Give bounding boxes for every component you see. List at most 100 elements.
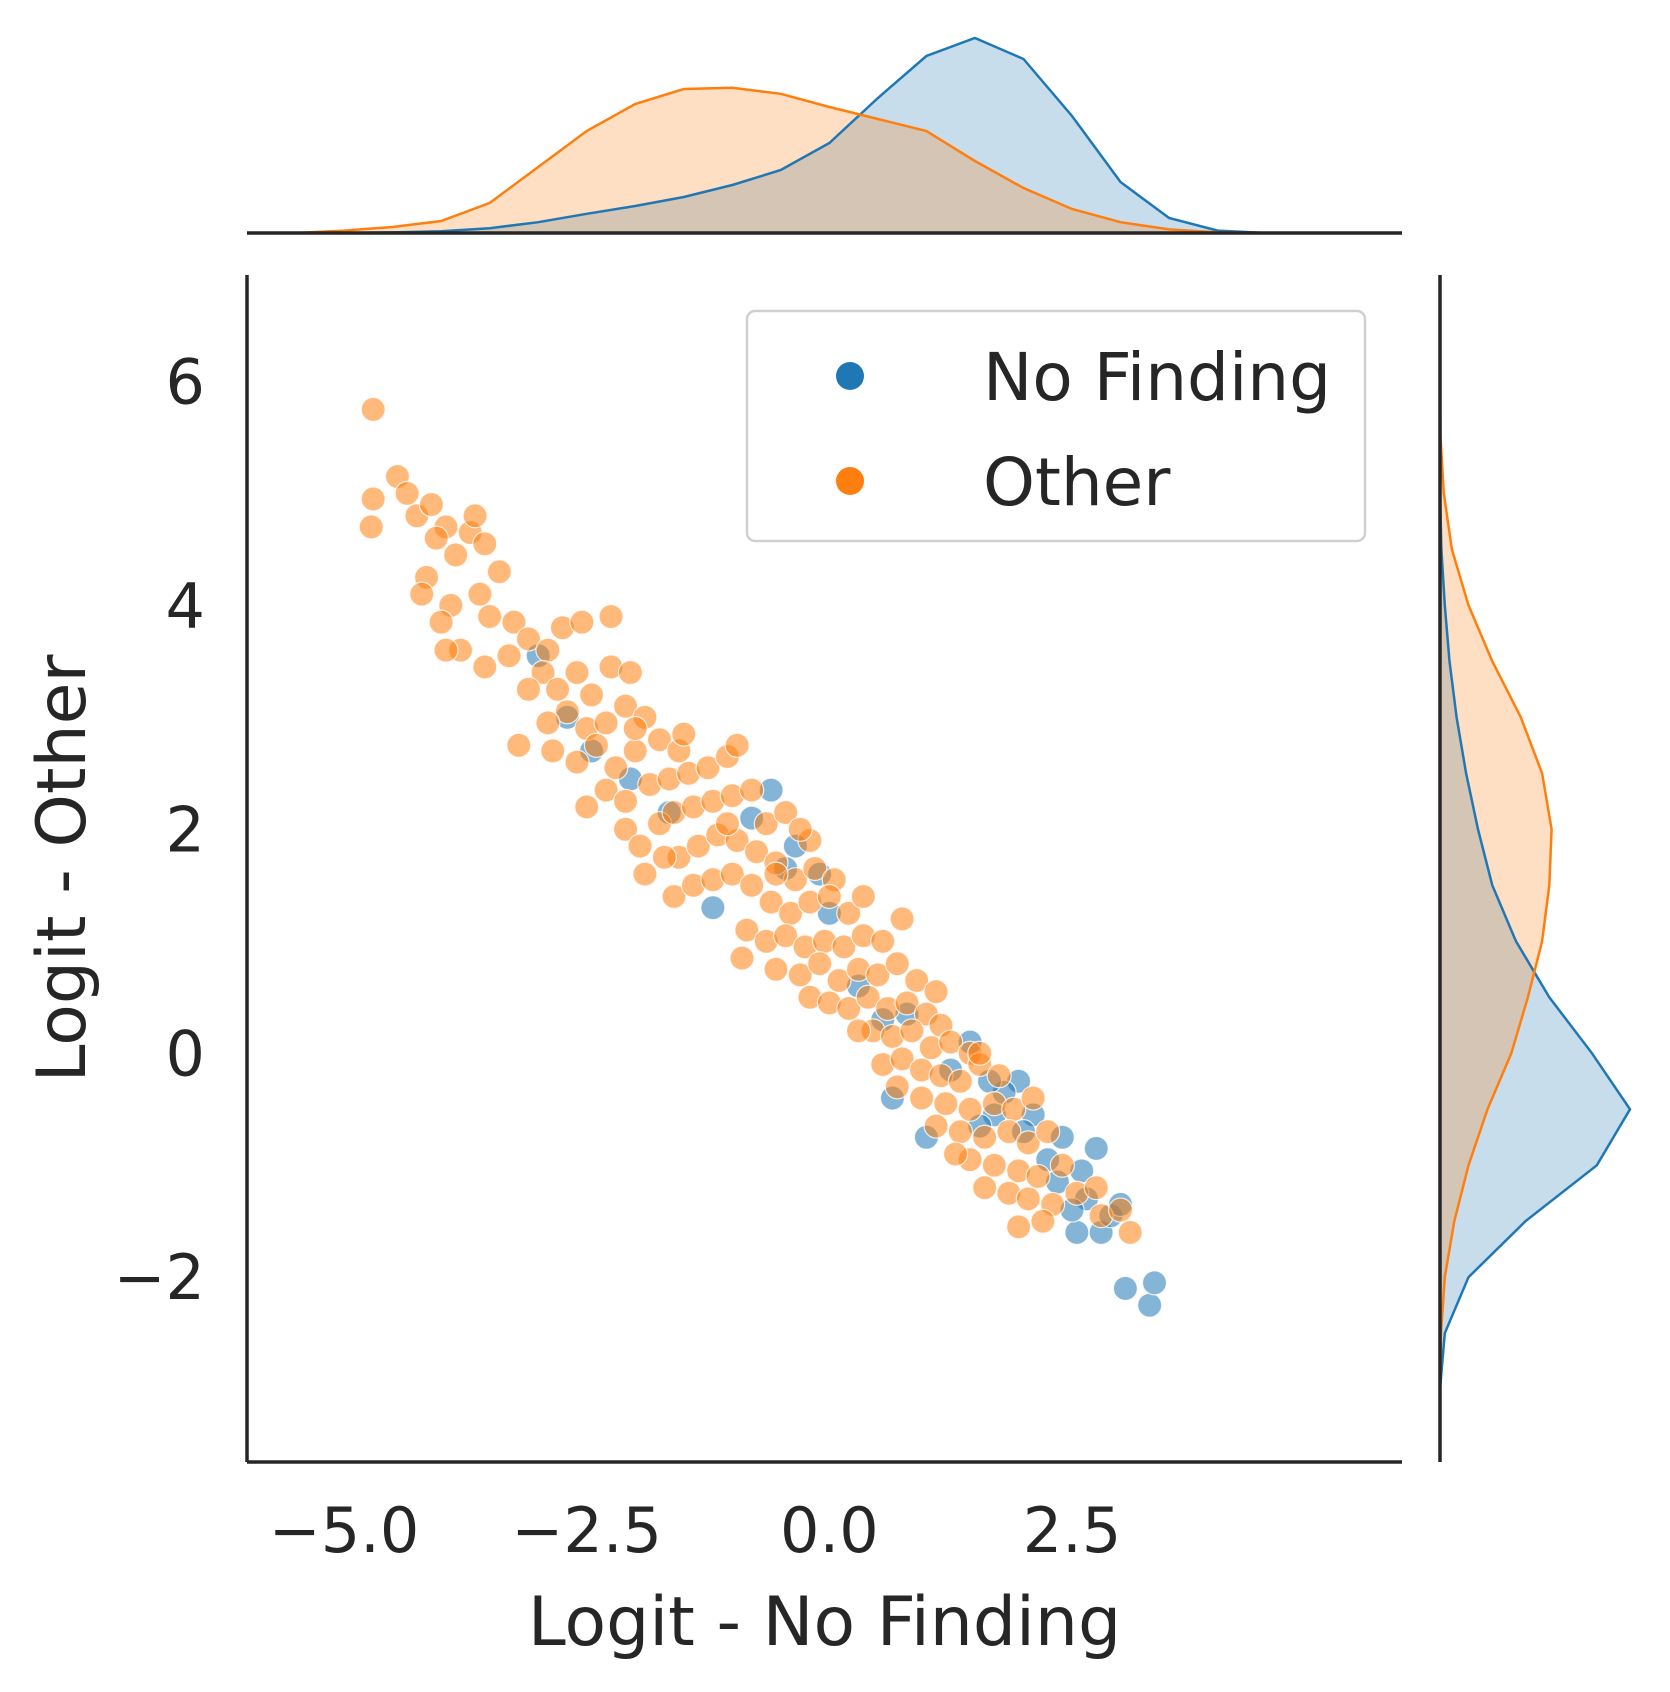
scatter-point: [564, 749, 590, 775]
y-tick-label: 2: [166, 793, 205, 866]
main-axes: −5.0 −2.5 0.0 2.5 −2 0 2 4 6: [114, 275, 1402, 1567]
scatter-point: [729, 945, 755, 971]
scatter-point: [1015, 1130, 1041, 1156]
scatter-point: [855, 984, 881, 1010]
scatter-point: [661, 883, 687, 910]
scatter-point: [850, 883, 876, 910]
scatter-point: [816, 883, 842, 910]
legend-marker: [836, 362, 864, 390]
scatter-point: [569, 609, 595, 635]
x-tick-label: 2.5: [1023, 1494, 1122, 1567]
scatter-point: [535, 637, 561, 663]
scatter-point: [787, 962, 813, 988]
top-marginal-kde: [247, 36, 1402, 235]
kde-fill-other-y: [1440, 381, 1552, 1390]
scatter-point: [1006, 1214, 1032, 1240]
scatter-point: [540, 738, 566, 764]
scatter-point: [753, 811, 779, 837]
scatter-point: [1049, 1152, 1075, 1178]
scatter-point: [358, 514, 384, 540]
scatter-point: [477, 603, 503, 630]
kde-line-other-y: [1438, 381, 1553, 1390]
scatter-point: [923, 1113, 949, 1139]
scatter-point: [923, 979, 949, 1005]
scatter-point: [622, 738, 648, 764]
scatter-point: [972, 1124, 998, 1150]
scatter-point: [418, 491, 445, 518]
scatter-point: [433, 637, 459, 663]
kde-line-no-finding-x: [295, 36, 1267, 235]
y-axis-label: Logit - Other: [23, 655, 102, 1083]
scatter-point: [787, 816, 813, 842]
legend-label: Other: [983, 444, 1171, 521]
scatter-point: [593, 777, 619, 803]
scatter-point: [612, 693, 639, 719]
scatter-point: [884, 1074, 910, 1100]
scatter-point: [1020, 1085, 1046, 1111]
scatter-point: [428, 609, 454, 635]
scatter-point: [889, 1046, 915, 1072]
scatter-point: [360, 396, 386, 422]
x-tick-label: 0.0: [780, 1494, 879, 1567]
scatter-point: [1107, 1197, 1134, 1223]
kde-fill-no-finding-x: [295, 38, 1267, 233]
scatter-point: [773, 799, 799, 826]
scatter-point: [947, 1068, 973, 1094]
kde-fill-no-finding-y: [1440, 381, 1630, 1390]
scatter-point: [1064, 1219, 1090, 1246]
scatter-point: [831, 934, 857, 960]
scatter-point: [506, 732, 532, 758]
scatter-point: [646, 727, 673, 753]
scatter-point: [947, 1119, 973, 1145]
scatter-point: [612, 816, 639, 842]
scatter-point: [612, 788, 639, 814]
y-tick-label: 6: [166, 345, 205, 418]
scatter-point: [865, 962, 891, 988]
scatter-point: [685, 833, 711, 859]
scatter-point: [603, 755, 629, 781]
scatter-point: [996, 1119, 1022, 1145]
scatter-point: [826, 967, 852, 994]
scatter-point: [617, 659, 643, 686]
axis-labels: Logit - No Finding Logit - Other: [23, 655, 1121, 1662]
scatter-point: [1083, 1135, 1109, 1162]
scatter-point: [501, 609, 527, 635]
scatter-point: [1141, 1270, 1168, 1296]
scatter-point: [986, 1063, 1012, 1089]
scatter-point: [1025, 1163, 1051, 1190]
y-tick-label: 4: [166, 569, 205, 642]
x-tick-label: −5.0: [269, 1494, 420, 1567]
x-axis-label: Logit - No Finding: [528, 1583, 1121, 1662]
scatter-point: [884, 951, 910, 977]
scatter-point: [544, 676, 571, 702]
scatter-point: [530, 659, 556, 686]
scatter-point: [409, 581, 435, 607]
scatter-point: [627, 833, 653, 859]
scatter-point: [743, 839, 770, 865]
scatter-point: [972, 1175, 998, 1201]
kde-fill-other-x: [295, 87, 1267, 233]
legend: No Finding Other: [745, 309, 1367, 543]
scatter-point: [700, 895, 726, 921]
scatter-point: [695, 755, 721, 781]
scatter-point: [651, 844, 677, 870]
scatter-point: [734, 917, 760, 943]
scatter-point: [807, 951, 833, 977]
kde-line-other-x: [295, 86, 1267, 235]
scatter-point: [554, 699, 580, 725]
scatter-point: [957, 1096, 983, 1122]
scatter-point: [836, 995, 862, 1022]
scatter-point: [894, 990, 920, 1016]
scatter-point: [802, 855, 828, 882]
scatter-point: [622, 715, 648, 742]
scatter-point: [593, 710, 619, 736]
scatter-point: [671, 721, 697, 747]
scatter-point: [739, 777, 765, 803]
scatter-point: [719, 861, 745, 887]
scatter-point: [981, 1152, 1007, 1178]
scatter-point: [598, 603, 624, 630]
scatter-point: [574, 794, 600, 820]
scatter-point: [899, 1018, 925, 1044]
scatter-point: [486, 559, 512, 585]
scatter-point: [1030, 1208, 1056, 1234]
